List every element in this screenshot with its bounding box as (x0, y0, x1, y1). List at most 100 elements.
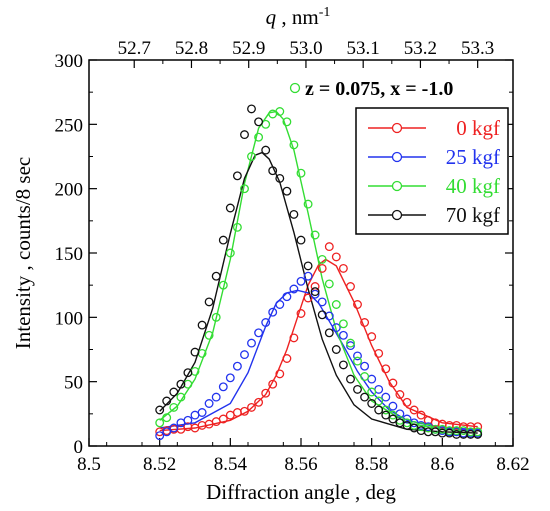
data-point (303, 293, 313, 303)
top-tick-label: 52.7 (118, 38, 151, 59)
data-point (296, 168, 306, 178)
data-point (353, 356, 362, 366)
x-axis-label: Diffraction angle , deg (206, 480, 396, 504)
data-point (317, 254, 327, 264)
x-tick-label: 8.56 (284, 454, 317, 475)
data-point (204, 297, 214, 307)
data-point (416, 410, 426, 420)
data-point (247, 402, 256, 412)
data-point (303, 261, 313, 271)
data-point (268, 166, 278, 176)
data-point (381, 410, 391, 420)
top-axis-label-symbol: q (266, 5, 277, 29)
data-point (310, 289, 320, 299)
data-point (282, 117, 292, 127)
data-point (218, 280, 228, 290)
fit-line-1 (159, 289, 478, 430)
data-point (338, 263, 348, 273)
data-point (218, 414, 228, 424)
y-tick-label: 150 (55, 244, 84, 265)
data-point (211, 271, 221, 281)
data-point (310, 287, 320, 297)
top-tick-label: 53.3 (461, 38, 494, 59)
top-tick-label: 52.9 (232, 38, 265, 59)
data-point (218, 382, 228, 392)
data-point (169, 387, 179, 397)
legend-label: 25 kgf (446, 145, 500, 169)
data-point (381, 392, 391, 402)
data-point (289, 284, 299, 294)
data-point (232, 361, 242, 371)
annotation-marker (289, 82, 301, 94)
bottom-axis-ticks: 8.5 8.52 8.54 8.56 8.58 8.6 8.62 (77, 438, 530, 475)
top-axis-label-exponent: -1 (319, 5, 331, 20)
top-axis-label: q , nm-1 (266, 5, 331, 29)
data-point (240, 130, 249, 140)
data-point (324, 328, 334, 338)
top-tick-label: 53.0 (289, 38, 322, 59)
data-point (268, 379, 278, 389)
data-point (331, 300, 341, 309)
data-point (225, 373, 235, 383)
data-point (473, 429, 483, 439)
legend: 0 kgf 25 kgf 40 kgf 70 kgf (355, 107, 509, 235)
legend-label: 0 kgf (456, 116, 500, 140)
data-point (296, 276, 306, 286)
data-point (289, 209, 299, 219)
data-point (346, 341, 355, 351)
data-point (381, 364, 391, 374)
data-point (402, 397, 412, 407)
legend-label: 40 kgf (446, 174, 500, 198)
annotation-text: z = 0.075, x = -1.0 (305, 78, 453, 100)
data-point (374, 405, 384, 415)
data-point (331, 323, 341, 333)
data-point (282, 292, 292, 302)
y-axis-label: Intensity , counts/8 sec (11, 157, 35, 349)
data-point (232, 408, 242, 417)
data-point (275, 369, 285, 379)
data-point (162, 396, 172, 406)
data-point (388, 378, 398, 388)
data-point (240, 406, 249, 416)
data-point (331, 252, 341, 262)
data-point (240, 184, 249, 194)
data-point (303, 199, 313, 209)
data-point (346, 282, 355, 291)
data-point (211, 312, 221, 322)
x-tick-label: 8.54 (214, 454, 248, 475)
data-point (197, 320, 207, 330)
data-point (275, 300, 285, 309)
legend-label: 70 kgf (446, 203, 500, 227)
data-point (282, 354, 292, 363)
data-point (247, 152, 256, 161)
legend-marker (391, 209, 403, 221)
data-point (211, 392, 221, 402)
legend-marker (391, 151, 403, 163)
data-point (218, 235, 228, 245)
data-point (317, 263, 327, 273)
data-point (183, 415, 193, 425)
y-tick-label: 200 (55, 180, 84, 201)
data-point (254, 117, 264, 127)
data-point (353, 384, 362, 394)
data-point (275, 107, 285, 116)
data-point (360, 392, 370, 402)
data-point (247, 104, 256, 114)
top-tick-label: 52.8 (175, 38, 208, 59)
data-points (155, 104, 483, 441)
data-point (268, 307, 278, 317)
data-point (169, 423, 179, 433)
legend-marker (391, 122, 403, 134)
data-point (317, 297, 327, 307)
data-point (353, 351, 362, 361)
data-point (388, 401, 398, 411)
data-point (388, 414, 398, 424)
top-axis-ticks: 52.7 52.8 52.9 53.0 53.1 53.2 53.3 (118, 38, 494, 68)
y-tick-label: 100 (55, 308, 84, 329)
x-tick-label: 8.62 (496, 454, 529, 475)
data-point (240, 350, 249, 360)
data-point (367, 399, 377, 408)
data-point (155, 405, 165, 415)
data-point (367, 387, 377, 397)
